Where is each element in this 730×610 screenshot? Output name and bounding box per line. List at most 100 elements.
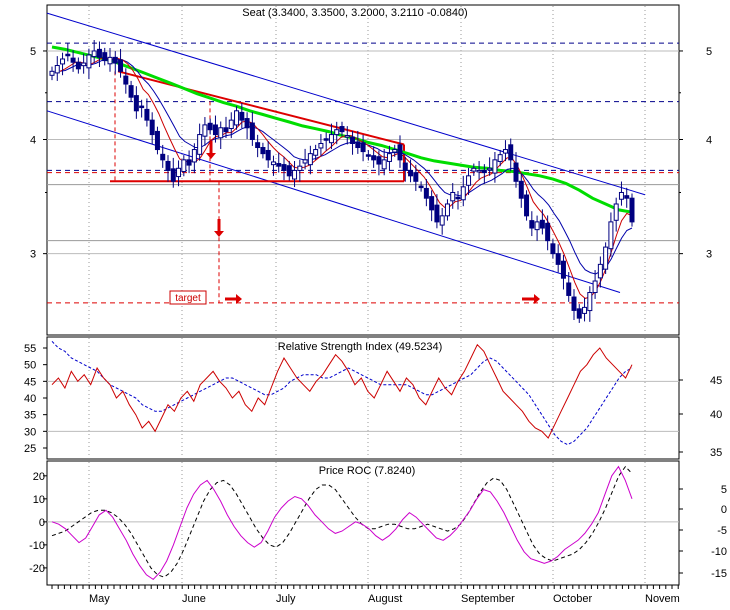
candle-body xyxy=(471,167,477,172)
candle-bar xyxy=(54,56,60,81)
roc-panel-frame xyxy=(46,460,680,586)
roc-tick-label-right-4: -15 xyxy=(711,568,727,580)
candle-body xyxy=(265,149,271,161)
candle-bar xyxy=(160,144,166,168)
candle-body xyxy=(176,167,182,178)
candle-bar xyxy=(307,145,313,175)
candle-bar xyxy=(492,151,498,183)
candle-body xyxy=(297,165,303,171)
candle-body xyxy=(313,149,319,156)
candle-bar xyxy=(207,118,213,135)
candle-bar xyxy=(86,48,92,80)
candle-bar xyxy=(334,121,340,145)
candle-body xyxy=(376,156,382,165)
candle-body xyxy=(218,127,224,139)
candle-body xyxy=(91,50,97,58)
candle-bar xyxy=(96,41,102,68)
candle-body xyxy=(165,160,171,171)
arrow-right-2-head xyxy=(534,294,540,304)
candle-body xyxy=(350,136,356,144)
month-label-november: Novem xyxy=(645,593,680,605)
candle-bar xyxy=(297,159,303,182)
candle-bar xyxy=(344,126,350,145)
candle-bar xyxy=(313,144,319,161)
candle-body xyxy=(128,85,134,98)
target-annotation: target xyxy=(169,290,207,305)
candle-bar xyxy=(555,244,561,273)
candle-bar xyxy=(81,53,87,74)
candle-bar xyxy=(154,126,160,155)
candle-bar xyxy=(608,212,614,257)
candle-bar xyxy=(270,155,276,176)
candle-body xyxy=(534,221,540,231)
candle-body xyxy=(323,138,329,141)
candle-bar xyxy=(587,286,593,322)
candle-bar xyxy=(402,156,408,182)
candle-body xyxy=(255,142,261,149)
candle-body xyxy=(286,165,292,177)
candle-body xyxy=(550,243,556,255)
candle-bar xyxy=(49,66,55,81)
candle-body xyxy=(339,126,345,133)
roc-tick-label-left-4: -20 xyxy=(29,563,45,575)
candle-bar xyxy=(597,256,603,288)
candle-bar xyxy=(582,297,588,322)
candle-body xyxy=(566,282,572,296)
candle-body xyxy=(292,169,298,180)
candle-bar xyxy=(423,179,429,207)
candle-body xyxy=(260,147,266,155)
candle-body xyxy=(418,185,424,189)
candle-bar xyxy=(534,215,540,241)
month-label-june: June xyxy=(182,593,206,605)
candle-body xyxy=(281,164,287,171)
target-label: target xyxy=(175,293,201,304)
candle-body xyxy=(618,191,624,200)
price-tick-label-left-1: 4 xyxy=(30,135,36,147)
month-label-october: October xyxy=(553,593,592,605)
candle-body xyxy=(160,153,166,161)
candle-body xyxy=(112,56,118,64)
candle-bar xyxy=(502,140,508,162)
roc-tick-label-right-3: -10 xyxy=(711,546,727,558)
price-tick-label-left-0: 5 xyxy=(30,46,36,58)
candle-body xyxy=(149,119,155,136)
rsi-tick-label-left-4: 35 xyxy=(24,410,36,422)
candle-body xyxy=(212,124,218,136)
rsi-tick-label-left-1: 50 xyxy=(24,360,36,372)
candle-body xyxy=(450,191,456,202)
roc-chart-title: Price ROC (7.8240) xyxy=(319,465,416,477)
candle-body xyxy=(545,222,551,242)
candle-bar xyxy=(144,98,150,127)
triangle-upper-line xyxy=(117,70,405,146)
candle-body xyxy=(139,105,145,109)
candle-body xyxy=(223,127,229,133)
candle-body xyxy=(429,196,435,211)
candle-bar xyxy=(60,52,66,76)
candle-bar xyxy=(244,112,250,140)
rsi-tick-label-right-2: 35 xyxy=(710,447,722,459)
roc-line xyxy=(51,465,633,581)
candle-bar xyxy=(624,187,630,208)
candle-bar xyxy=(513,152,519,188)
candle-bar xyxy=(139,99,145,118)
candle-bar xyxy=(545,215,551,251)
candle-bar xyxy=(576,304,582,323)
candle-body xyxy=(244,118,250,129)
candle-body xyxy=(328,134,334,144)
candle-bar xyxy=(181,155,187,177)
candle-bar xyxy=(102,47,108,66)
price-tick-label-right-0: 5 xyxy=(706,46,712,58)
roc-tick-label-right-2: -5 xyxy=(717,525,727,537)
candle-bar xyxy=(444,199,450,221)
candle-bar xyxy=(392,144,398,157)
candle-body xyxy=(408,169,414,177)
candle-body xyxy=(202,124,208,137)
candle-bar xyxy=(218,121,224,150)
candle-bar xyxy=(360,134,366,162)
candle-bar xyxy=(560,254,566,290)
candle-body xyxy=(65,53,71,57)
candle-bar xyxy=(487,157,493,176)
candle-body xyxy=(54,65,60,74)
